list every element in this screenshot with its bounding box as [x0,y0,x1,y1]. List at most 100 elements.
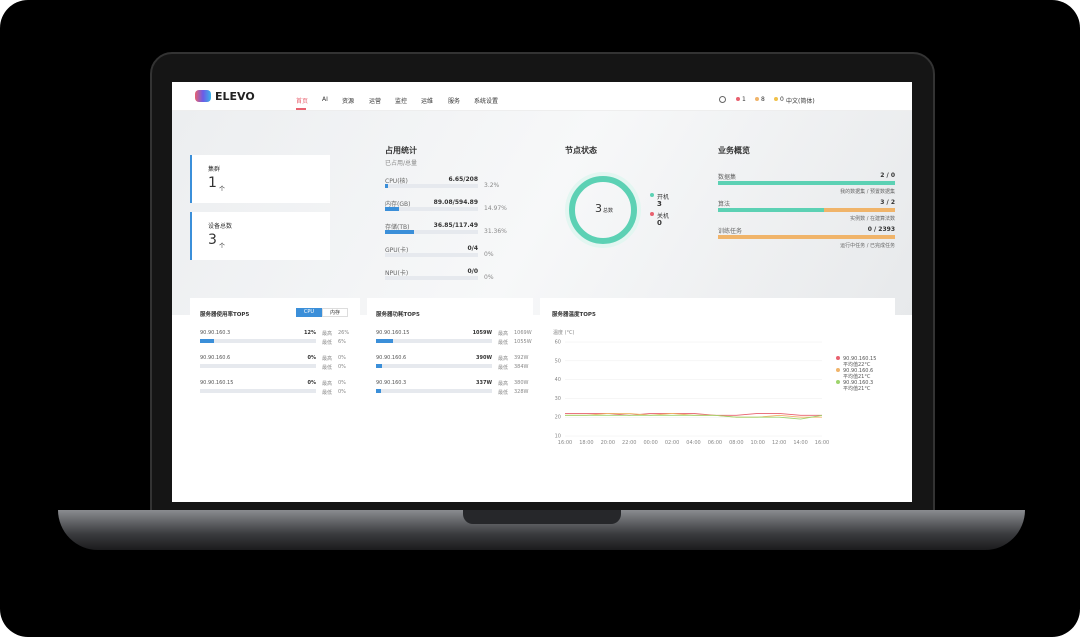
menu-item[interactable]: AI [322,96,328,103]
tab[interactable]: CPU [296,308,322,317]
panel-title: 服务器温度TOP5 [552,312,596,318]
legend-label: 90.90.160.15 [843,356,876,362]
usage-value: 89.08/594.89 [433,199,478,206]
node-total: 3 [595,202,602,215]
menu-item[interactable]: 监控 [395,98,408,105]
temperature-chart: 温度 (°C) 10 20 30 40 50 60 16:00 18:00 20:00 22:00… [553,329,876,446]
max-value: 392W [514,355,529,361]
max-value: 1069W [514,330,532,336]
x-tick-label: 22:00 [622,440,636,446]
menu-item[interactable]: 服务 [448,98,461,105]
biz-value: 2 / 0 [880,172,895,179]
biz-label: 算法 [718,201,731,208]
usage-value: 0/4 [467,245,478,252]
biz-label: 训练任务 [718,228,743,235]
menu-item[interactable]: 运营 [369,98,382,105]
min-label: 最低 [322,390,333,396]
legend-dot [836,368,840,372]
section-subtitle: 已占用/总量 [385,160,418,167]
min-value: 328W [514,389,529,395]
menu-item[interactable]: 资源 [342,98,355,105]
max-label: 最高 [498,331,509,337]
ip: 90.90.160.6 [200,355,231,361]
tab[interactable]: 内存 [322,308,348,317]
node-donut [569,176,637,244]
x-tick-label: 10:00 [751,440,765,446]
ip: 90.90.160.6 [376,355,407,361]
laptop-notch [463,510,621,524]
top-bar [376,339,394,343]
usage-percent: 14.97% [484,205,507,212]
series-line [565,414,823,420]
min-value: 0% [338,364,346,370]
legend-value: 0 [657,219,662,227]
max-value: 26% [338,330,350,336]
ip: 90.90.160.15 [200,380,234,386]
top-value: 390W [476,355,492,361]
top-value: 0% [307,355,317,361]
top-bar [376,364,383,368]
alert-count[interactable]: 1 [742,96,746,103]
usage-bar [385,184,388,188]
alert-dot [755,97,759,101]
min-label: 最低 [498,340,509,346]
top-bar-track [200,339,316,343]
top-bar-track [376,364,492,368]
x-tick-label: 16:00 [815,440,829,446]
usage-percent: 0% [484,274,494,281]
alert-dot [736,97,740,101]
legend-avg: 平均值22°C [843,361,871,368]
usage-bar-track [385,253,478,257]
usage-bar-track [385,207,478,211]
menu-item[interactable]: 首页 [296,98,309,105]
alert-count[interactable]: 0 [780,96,784,103]
panel [190,298,360,460]
legend-dot [650,212,654,216]
top-value: 12% [304,330,316,336]
legend-label: 开机 [657,194,670,201]
ip: 90.90.160.15 [376,330,410,336]
biz-sub: 实例数 / 在建算法数 [850,216,895,222]
min-label: 最低 [498,390,509,396]
usage-percent: 31.36% [484,228,507,235]
x-tick-label: 00:00 [643,440,657,446]
usage-label: 存储(TB) [385,224,410,231]
top-value: 0% [307,380,317,386]
card-unit: 个 [219,186,226,193]
card [190,155,330,203]
min-label: 最低 [322,365,333,371]
alert-count[interactable]: 8 [761,96,765,103]
menu-item[interactable]: 运维 [421,98,434,105]
search-icon[interactable] [719,96,726,103]
panel-title: 服务器使用率TOP5 [200,312,250,318]
max-label: 最高 [498,356,509,362]
min-value: 384W [514,364,529,370]
section-title: 业务概览 [718,146,750,155]
legend-dot [836,380,840,384]
top-bar [200,339,214,343]
x-tick-label: 06:00 [708,440,722,446]
x-tick-label: 18:00 [579,440,593,446]
biz-sub: 我的数据集 / 预置数据集 [840,189,895,195]
x-tick-label: 20:00 [601,440,615,446]
max-value: 380W [514,380,529,386]
card-unit: 个 [219,243,226,250]
usage-bar-track [385,276,478,280]
section-title: 节点状态 [565,146,597,155]
top-value: 1059W [472,330,492,336]
x-tick-label: 14:00 [793,440,807,446]
menu-item[interactable]: 系统设置 [474,98,499,105]
usage-bar-track [385,230,478,234]
language[interactable]: 中文(简体) [786,98,815,105]
panel [540,298,895,460]
node-total-label: 总数 [603,208,614,214]
legend-label: 90.90.160.3 [843,380,873,386]
legend-dot [836,356,840,360]
usage-bar [385,207,399,211]
x-tick-label: 04:00 [686,440,700,446]
y-tick-label: 20 [555,415,561,421]
biz-label: 数据集 [718,174,737,181]
section-title: 占用统计 [385,146,417,155]
y-tick-label: 30 [555,396,561,402]
card-value: 3 [208,232,217,248]
